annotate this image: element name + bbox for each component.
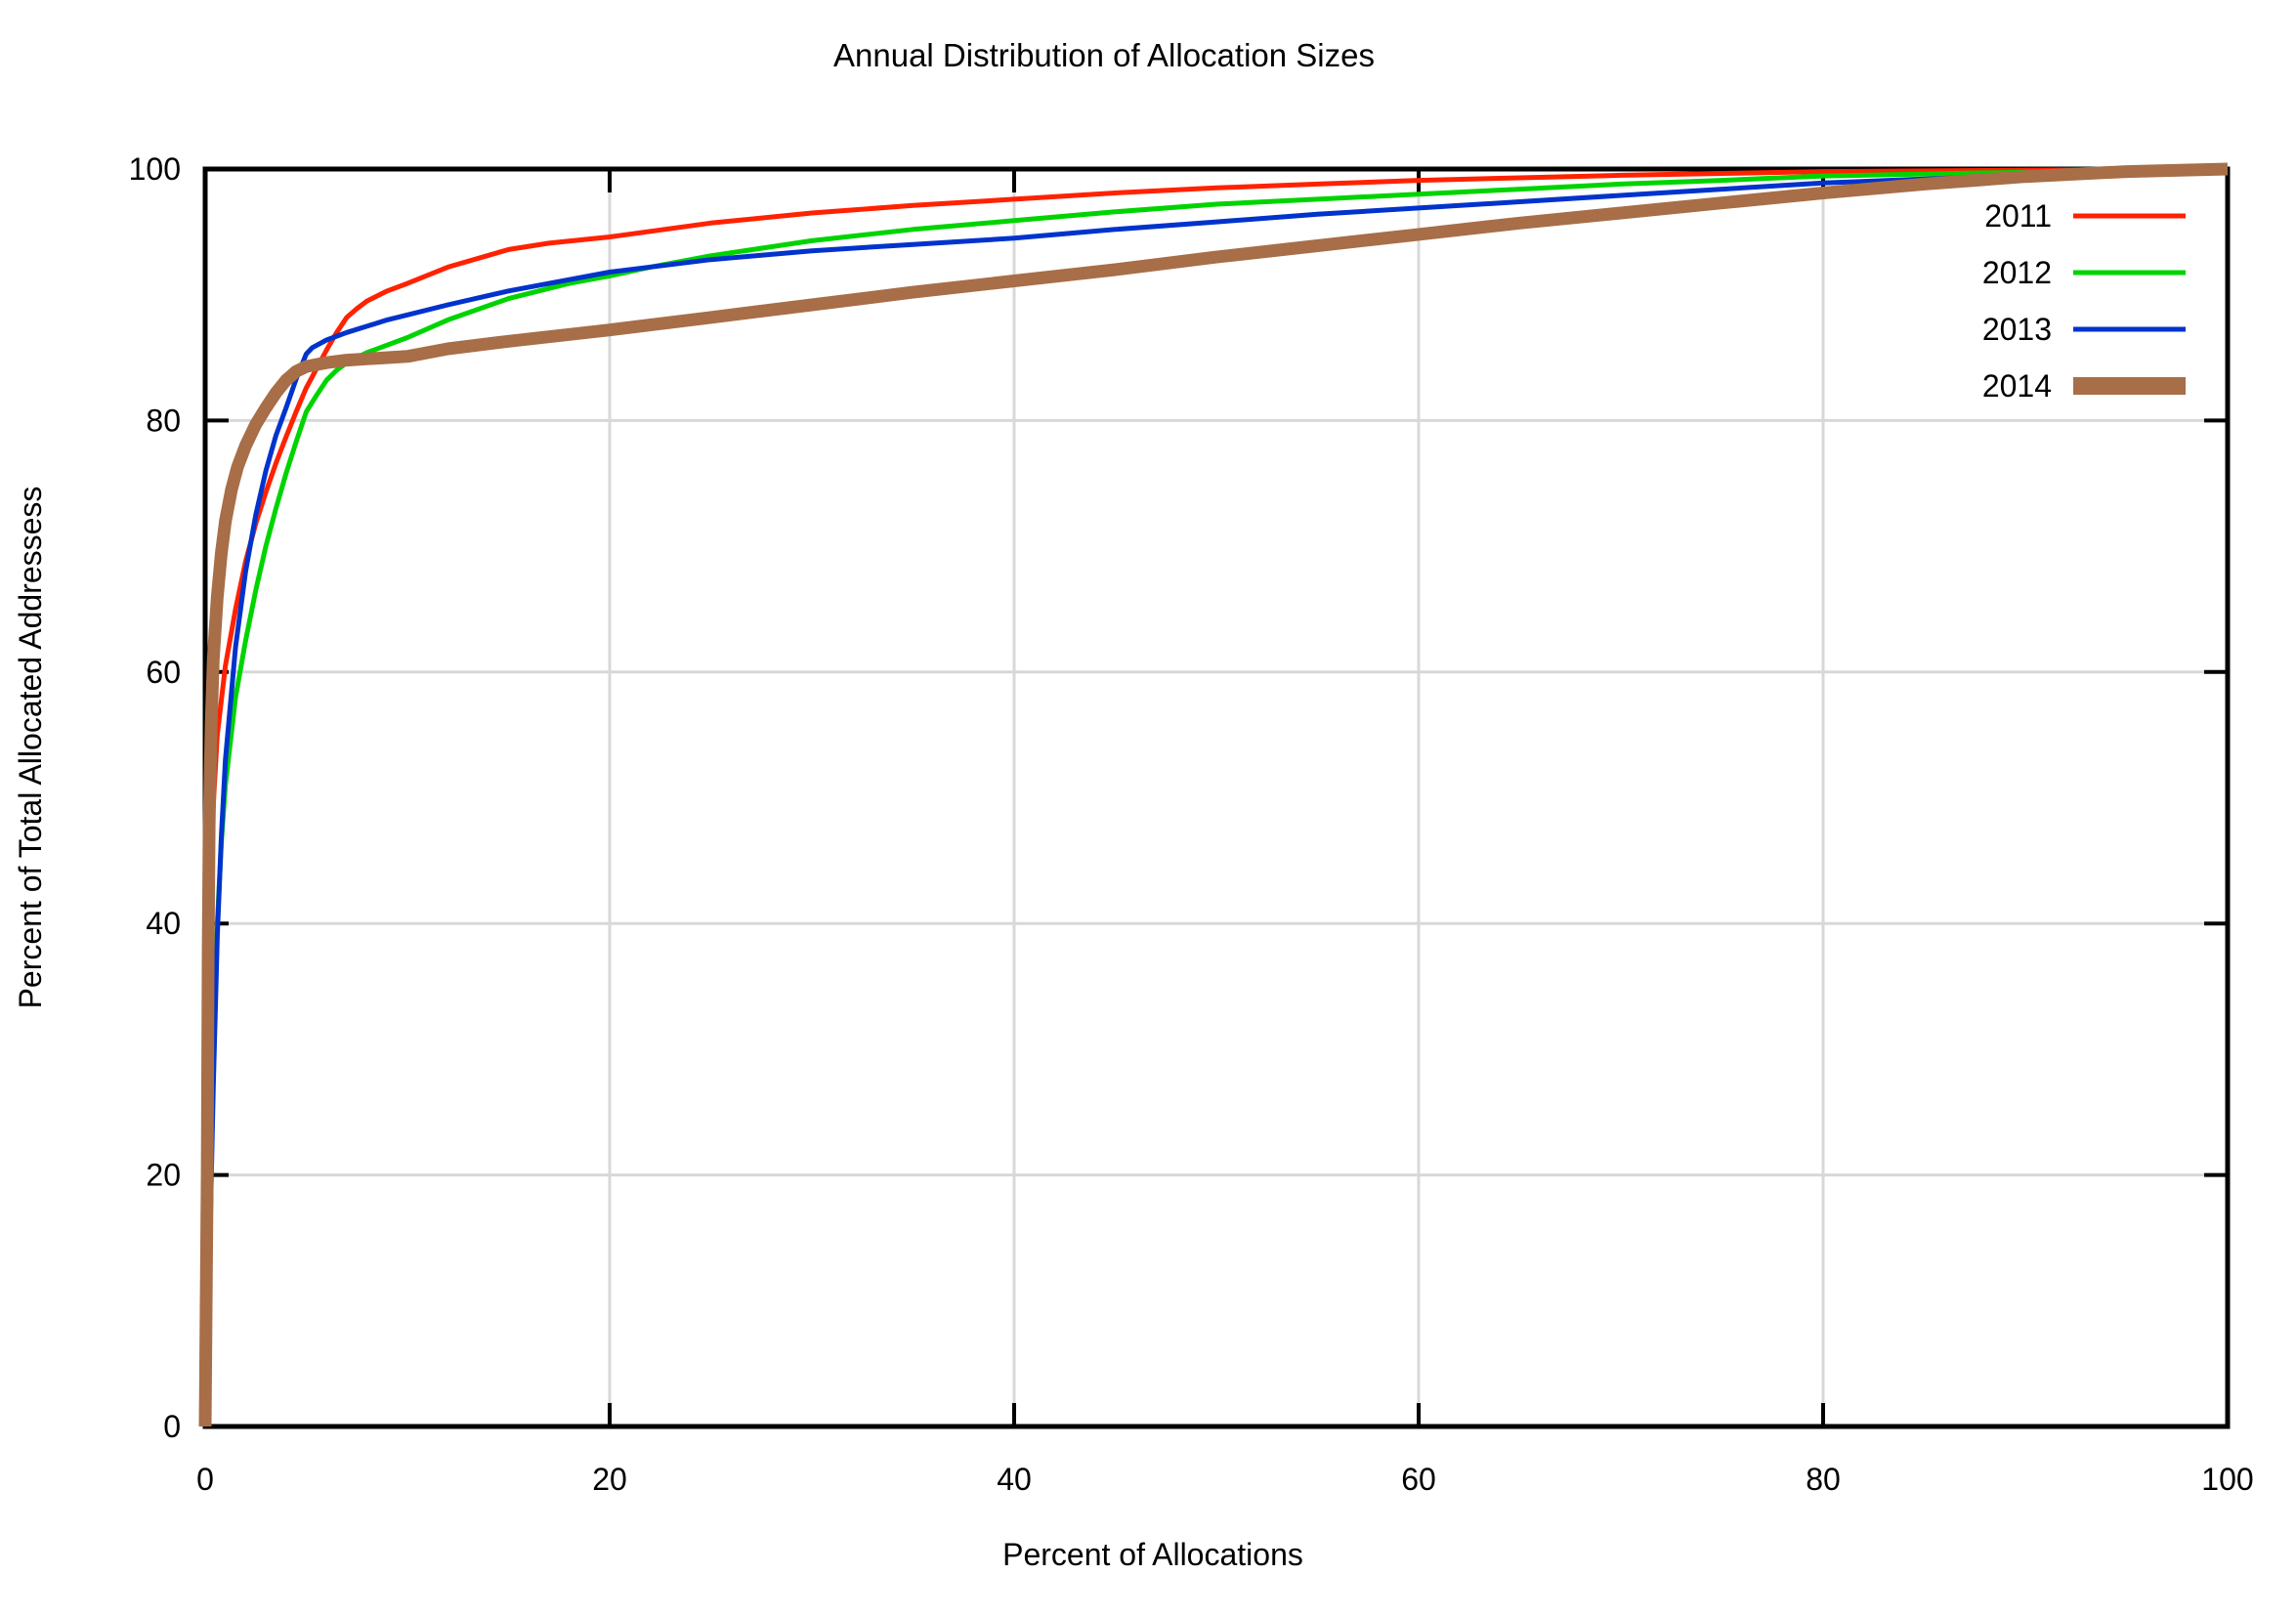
x-tick-label-60: 60 bbox=[1401, 1462, 1436, 1497]
y-tick-label-20: 20 bbox=[146, 1158, 181, 1193]
series-line-2014 bbox=[198, 162, 2229, 1427]
x-tick-label-100: 100 bbox=[2201, 1462, 2253, 1497]
x-tick-label-20: 20 bbox=[592, 1462, 627, 1497]
y-tick-label-100: 100 bbox=[129, 151, 181, 187]
legend-label-2013: 2013 bbox=[1982, 312, 2052, 347]
y-axis-title: Percent of Total Allocated Addressess bbox=[13, 487, 48, 1009]
legend-label-2012: 2012 bbox=[1982, 255, 2052, 290]
axis-ticks bbox=[203, 167, 2230, 1428]
y-tick-label-0: 0 bbox=[163, 1409, 181, 1444]
y-tick-label-80: 80 bbox=[146, 403, 181, 438]
legend-item-2012: 2012 bbox=[1982, 255, 2186, 290]
legend-label-2011: 2011 bbox=[1984, 198, 2052, 234]
y-tick-label-60: 60 bbox=[146, 655, 181, 690]
legend-item-2011: 2011 bbox=[1984, 198, 2186, 234]
tick-labels: 0 20 40 60 80 100 0 20 40 60 80 100 bbox=[129, 151, 2254, 1497]
x-tick-label-40: 40 bbox=[997, 1462, 1032, 1497]
legend-label-2014: 2014 bbox=[1982, 368, 2052, 404]
x-axis-title: Percent of Allocations bbox=[1002, 1537, 1303, 1572]
x-tick-label-0: 0 bbox=[196, 1462, 214, 1497]
legend-item-2013: 2013 bbox=[1982, 312, 2186, 347]
y-tick-label-40: 40 bbox=[146, 906, 181, 941]
legend: 2011 2012 2013 2014 bbox=[1982, 198, 2186, 404]
plot-border bbox=[202, 166, 2231, 1429]
series-line-2011 bbox=[202, 166, 2229, 1427]
gridlines bbox=[205, 169, 2228, 1426]
chart-title: Annual Distribution of Allocation Sizes bbox=[833, 37, 1375, 73]
legend-item-2014: 2014 bbox=[1982, 368, 2186, 404]
x-tick-label-80: 80 bbox=[1806, 1462, 1841, 1497]
series-line-2013 bbox=[202, 166, 2229, 1427]
series-line-2012 bbox=[202, 166, 2229, 1427]
series-lines bbox=[198, 162, 2229, 1427]
